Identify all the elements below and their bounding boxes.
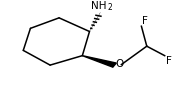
Polygon shape [82, 56, 116, 67]
Text: O: O [115, 59, 123, 69]
Text: F: F [142, 16, 148, 26]
Text: F: F [166, 56, 171, 66]
Text: NH: NH [91, 1, 106, 11]
Text: 2: 2 [108, 3, 112, 12]
